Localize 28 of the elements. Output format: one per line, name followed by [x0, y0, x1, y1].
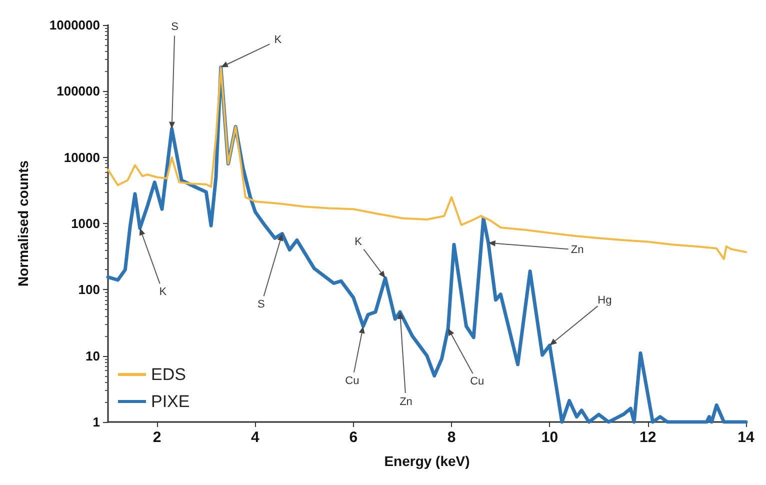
- y-tick-label: 1: [92, 414, 100, 430]
- y-tick-label: 100: [78, 282, 100, 298]
- annotation: K: [354, 236, 363, 248]
- x-tick-label: 2: [152, 429, 162, 446]
- x-tick-label: 4: [251, 429, 260, 446]
- annotation: Cu: [470, 375, 484, 388]
- x-tick-label: 12: [640, 429, 656, 446]
- annotation: S: [171, 20, 178, 33]
- y-tick-label: 10: [86, 348, 100, 364]
- x-tick-label: 10: [541, 429, 558, 446]
- legend-label: EDS: [151, 365, 186, 384]
- y-tick-label: 10000: [64, 150, 100, 165]
- annotation: Cu: [345, 375, 360, 388]
- annotation: K: [274, 34, 282, 46]
- legend-label: PIXE: [151, 392, 190, 411]
- y-tick-label: 1000000: [49, 18, 100, 32]
- y-tick-label: 1000: [71, 216, 100, 231]
- y-tick-label: 100000: [56, 84, 100, 99]
- annotation: Zn: [400, 396, 412, 408]
- annotation: Zn: [570, 244, 584, 256]
- annotation: S: [258, 298, 265, 311]
- y-axis-title: Normalised counts: [15, 160, 31, 287]
- x-tick-label: 8: [447, 429, 456, 446]
- annotation: Hg: [598, 294, 612, 306]
- x-tick-label: 6: [349, 429, 358, 446]
- x-axis-title: Energy (keV): [384, 453, 470, 469]
- annotation: K: [159, 286, 168, 298]
- x-tick-label: 14: [738, 429, 755, 446]
